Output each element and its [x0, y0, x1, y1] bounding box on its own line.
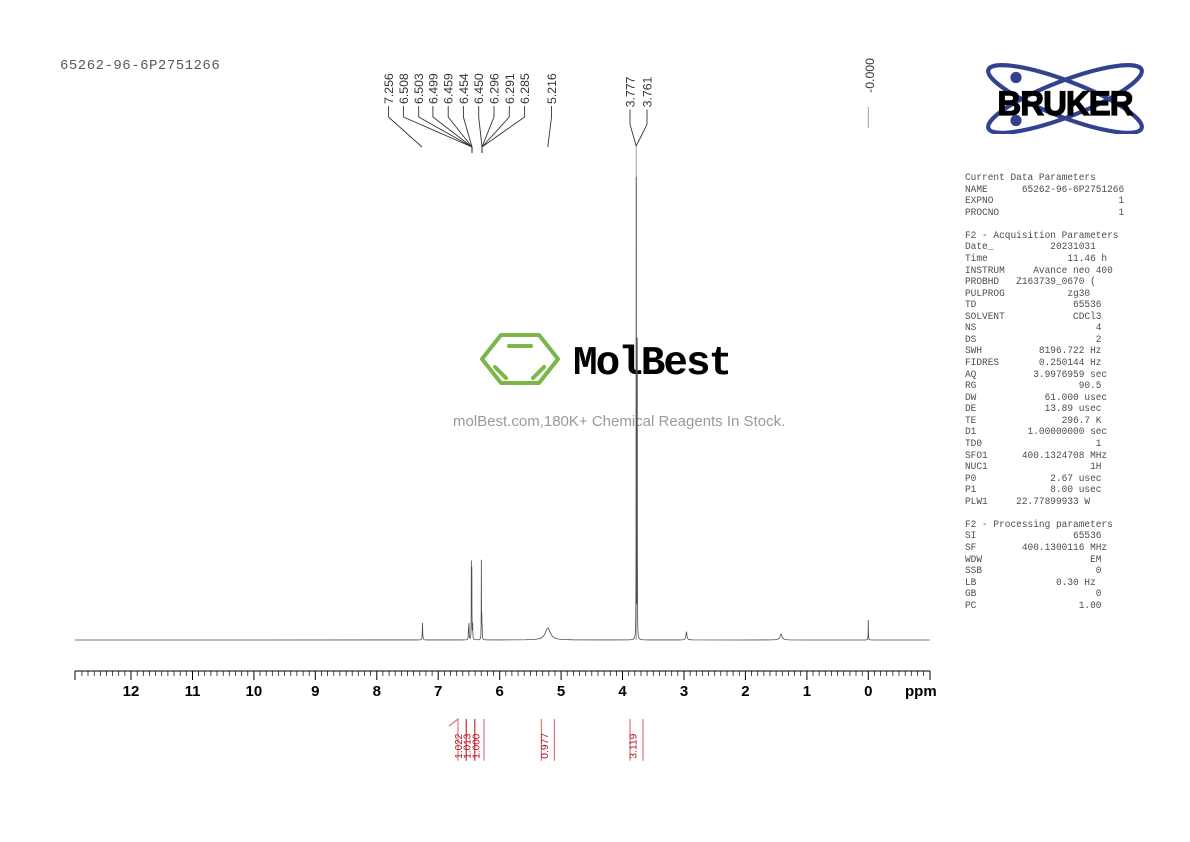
svg-text:6.454: 6.454 [457, 73, 471, 104]
svg-text:0.977: 0.977 [540, 733, 551, 759]
svg-text:4: 4 [618, 683, 627, 700]
svg-text:1.000: 1.000 [472, 733, 483, 758]
svg-text:6.285: 6.285 [518, 73, 532, 104]
svg-text:3: 3 [680, 683, 688, 700]
svg-text:11: 11 [185, 683, 201, 700]
svg-text:3.777: 3.777 [624, 76, 638, 107]
svg-text:BRUKER: BRUKER [997, 84, 1133, 123]
svg-text:ppm: ppm [905, 683, 937, 700]
svg-text:7.256: 7.256 [382, 73, 396, 104]
svg-text:5.216: 5.216 [545, 73, 559, 104]
svg-text:10: 10 [246, 683, 263, 700]
svg-text:9: 9 [311, 683, 319, 700]
svg-text:8: 8 [373, 683, 381, 700]
svg-text:7: 7 [434, 683, 442, 700]
svg-text:6.499: 6.499 [426, 73, 440, 104]
svg-text:1: 1 [803, 683, 811, 700]
svg-text:6.450: 6.450 [472, 73, 486, 104]
svg-text:3.119: 3.119 [629, 733, 640, 758]
svg-text:6.508: 6.508 [397, 73, 411, 104]
svg-text:12: 12 [123, 683, 140, 700]
svg-text:6.503: 6.503 [412, 73, 426, 104]
svg-text:6.459: 6.459 [442, 73, 456, 104]
svg-text:6.291: 6.291 [503, 73, 517, 104]
svg-text:5: 5 [557, 683, 565, 700]
svg-text:0: 0 [864, 683, 872, 700]
svg-text:-0.000: -0.000 [863, 58, 877, 93]
svg-text:6: 6 [496, 683, 504, 700]
svg-text:6.296: 6.296 [488, 73, 502, 104]
svg-text:2: 2 [741, 683, 749, 700]
svg-text:3.761: 3.761 [641, 76, 655, 107]
